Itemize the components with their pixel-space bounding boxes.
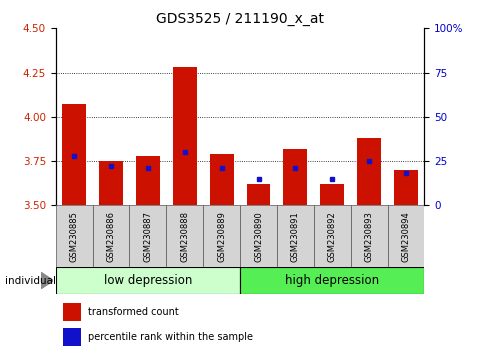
Bar	[393, 170, 417, 205]
Text: individual: individual	[5, 275, 56, 286]
Text: GSM230894: GSM230894	[401, 211, 409, 262]
Bar	[209, 154, 233, 205]
Text: GSM230887: GSM230887	[143, 211, 152, 262]
Text: GSM230893: GSM230893	[364, 211, 373, 262]
Bar	[387, 205, 424, 267]
Title: GDS3525 / 211190_x_at: GDS3525 / 211190_x_at	[156, 12, 323, 26]
Text: GSM230885: GSM230885	[70, 211, 78, 262]
Bar	[240, 205, 276, 267]
Bar	[62, 104, 86, 205]
Bar	[166, 205, 203, 267]
Bar	[56, 205, 92, 267]
Text: high depression: high depression	[285, 274, 378, 287]
Text: GSM230889: GSM230889	[217, 211, 226, 262]
Bar	[136, 156, 160, 205]
Bar	[276, 205, 313, 267]
Bar	[92, 205, 129, 267]
Bar	[240, 267, 424, 294]
Bar	[56, 267, 240, 294]
Text: transformed count: transformed count	[88, 307, 179, 317]
Text: GSM230886: GSM230886	[106, 211, 115, 262]
Bar	[99, 161, 123, 205]
Text: GSM230888: GSM230888	[180, 211, 189, 262]
Text: GSM230891: GSM230891	[290, 211, 299, 262]
Bar	[129, 205, 166, 267]
Bar	[63, 328, 81, 346]
Bar	[319, 184, 344, 205]
Bar	[203, 205, 240, 267]
Text: percentile rank within the sample: percentile rank within the sample	[88, 332, 253, 342]
Bar	[63, 303, 81, 321]
Text: GSM230890: GSM230890	[254, 211, 262, 262]
Text: low depression: low depression	[104, 274, 192, 287]
Bar	[172, 67, 197, 205]
Bar	[246, 184, 270, 205]
Bar	[356, 138, 380, 205]
Bar	[313, 205, 350, 267]
Polygon shape	[41, 273, 53, 289]
Text: GSM230892: GSM230892	[327, 211, 336, 262]
Bar	[350, 205, 387, 267]
Bar	[283, 149, 307, 205]
